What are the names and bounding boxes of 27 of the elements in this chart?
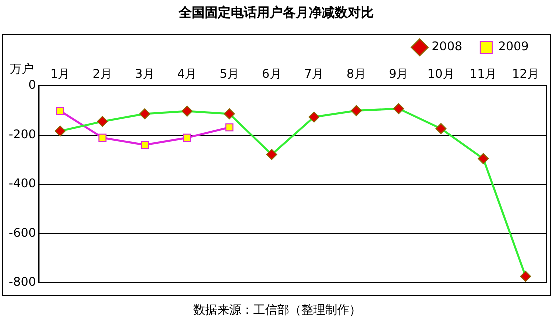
x-tick-label: 5月 bbox=[220, 66, 240, 81]
x-tick-label: 2月 bbox=[92, 66, 113, 81]
x-tick-label: 10月 bbox=[428, 66, 455, 81]
point bbox=[226, 124, 234, 132]
point bbox=[183, 134, 192, 142]
legend-label: 2009 bbox=[498, 40, 530, 54]
point bbox=[56, 107, 64, 116]
x-tick-label: 1月 bbox=[50, 66, 70, 81]
legend-label: 2008 bbox=[432, 40, 462, 54]
x-tick-label: 11月 bbox=[470, 66, 498, 81]
x-tick-label: 8月 bbox=[346, 66, 366, 81]
x-tick-label: 9月 bbox=[389, 66, 409, 81]
x-tick-label: 4月 bbox=[178, 66, 198, 81]
y-tick-label: -600 bbox=[9, 226, 36, 240]
y-axis-title: 万户 bbox=[10, 62, 34, 76]
chart-title: 全国固定电话用户各月净减数对比 bbox=[178, 5, 374, 22]
point bbox=[98, 134, 107, 142]
x-tick-label: 6月 bbox=[262, 66, 282, 81]
x-tick-label: 3月 bbox=[135, 66, 155, 81]
y-tick-label: -400 bbox=[9, 176, 36, 191]
x-tick-label: 7月 bbox=[304, 66, 324, 81]
y-tick-label: -200 bbox=[9, 127, 36, 142]
y-tick-label: 0 bbox=[28, 78, 36, 92]
point bbox=[140, 141, 150, 150]
y-tick-label: -800 bbox=[9, 275, 36, 290]
x-tick-label: 12月 bbox=[512, 66, 540, 81]
source-note: 数据来源：工信部（整理制作） bbox=[194, 303, 362, 318]
